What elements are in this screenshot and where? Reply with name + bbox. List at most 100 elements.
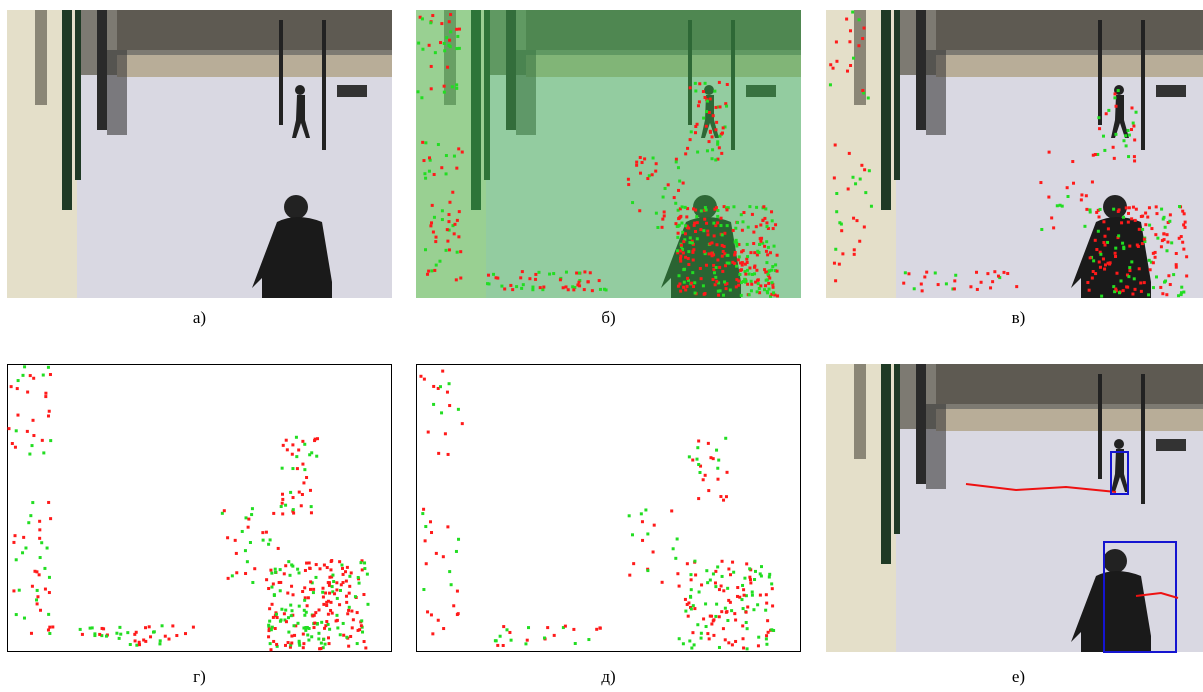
green-dot	[270, 586, 273, 589]
red-dot	[22, 374, 25, 377]
green-dot	[1085, 194, 1088, 197]
green-dot	[1146, 216, 1149, 219]
red-dot	[291, 609, 294, 612]
green-dot	[840, 223, 843, 226]
red-dot	[1154, 251, 1157, 254]
green-dot	[690, 578, 693, 581]
red-dot	[1091, 180, 1094, 183]
red-dot	[303, 609, 306, 612]
panel: е)	[826, 364, 1203, 686]
red-dot	[98, 633, 101, 636]
red-dot	[686, 285, 689, 288]
red-dot	[697, 104, 700, 107]
green-dot	[1107, 227, 1110, 230]
red-dot	[731, 561, 734, 564]
red-dot	[302, 633, 305, 636]
green-dot	[564, 625, 567, 628]
green-dot	[682, 286, 685, 289]
green-dot	[676, 236, 679, 239]
red-dot	[446, 240, 449, 243]
red-dot	[357, 576, 360, 579]
red-dot	[759, 572, 762, 575]
green-dot	[250, 513, 253, 516]
red-dot	[552, 272, 555, 275]
green-dot	[835, 60, 838, 63]
green-dot	[434, 240, 437, 243]
red-dot	[766, 291, 769, 294]
green-dot	[494, 639, 497, 642]
red-dot	[447, 220, 450, 223]
green-dot	[770, 269, 773, 272]
red-dot	[858, 18, 861, 21]
red-dot	[511, 288, 514, 291]
green-dot	[7, 427, 10, 430]
red-dot	[1071, 160, 1074, 163]
red-dot	[694, 131, 697, 134]
red-dot	[716, 467, 719, 470]
red-dot	[1117, 89, 1120, 92]
red-dot	[1169, 283, 1172, 286]
green-dot	[722, 589, 725, 592]
green-dot	[281, 493, 284, 496]
green-dot	[1132, 125, 1135, 128]
red-dot	[742, 211, 745, 214]
green-dot	[1115, 272, 1118, 275]
green-dot	[424, 177, 427, 180]
red-dot	[732, 229, 735, 232]
red-dot	[774, 263, 777, 266]
red-dot	[310, 635, 313, 638]
green-dot	[841, 252, 844, 255]
red-dot	[433, 216, 436, 219]
green-dot	[32, 434, 35, 437]
red-dot	[676, 537, 679, 540]
green-dot	[1164, 226, 1167, 229]
red-dot	[455, 278, 458, 281]
red-dot	[496, 644, 499, 647]
red-dot	[306, 633, 309, 636]
red-dot	[421, 512, 424, 515]
red-dot	[291, 443, 294, 446]
green-dot	[298, 640, 301, 643]
panel-label: д)	[601, 667, 615, 686]
red-dot	[298, 571, 301, 574]
green-dot	[969, 285, 972, 288]
green-dot	[274, 568, 277, 571]
red-dot	[455, 28, 458, 31]
green-dot	[424, 141, 427, 144]
green-dot	[718, 588, 721, 591]
green-dot	[683, 281, 686, 284]
red-dot	[449, 30, 452, 33]
green-dot	[303, 614, 306, 617]
green-dot	[366, 573, 369, 576]
red-dot	[651, 173, 654, 176]
red-dot	[443, 91, 446, 94]
red-dot	[1105, 112, 1108, 115]
green-dot	[346, 566, 349, 569]
red-dot	[356, 642, 359, 645]
green-dot	[838, 263, 841, 266]
red-dot	[736, 586, 739, 589]
red-dot	[652, 550, 655, 553]
red-dot	[759, 237, 762, 240]
green-dot	[711, 157, 714, 160]
green-dot	[1152, 261, 1155, 264]
red-dot	[144, 626, 147, 629]
green-dot	[740, 598, 743, 601]
green-dot	[115, 632, 118, 635]
green-dot	[577, 281, 580, 284]
green-dot	[698, 590, 701, 593]
photo	[7, 10, 392, 298]
green-dot	[438, 260, 441, 263]
red-dot	[1156, 237, 1159, 240]
red-dot	[417, 90, 420, 93]
green-dot	[433, 173, 436, 176]
red-dot	[431, 14, 434, 17]
green-dot	[678, 216, 681, 219]
green-dot	[435, 552, 438, 555]
red-dot	[261, 531, 264, 534]
red-dot	[655, 212, 658, 215]
red-dot	[324, 592, 327, 595]
red-dot	[1170, 241, 1173, 244]
red-dot	[359, 561, 362, 564]
red-dot	[705, 125, 708, 128]
